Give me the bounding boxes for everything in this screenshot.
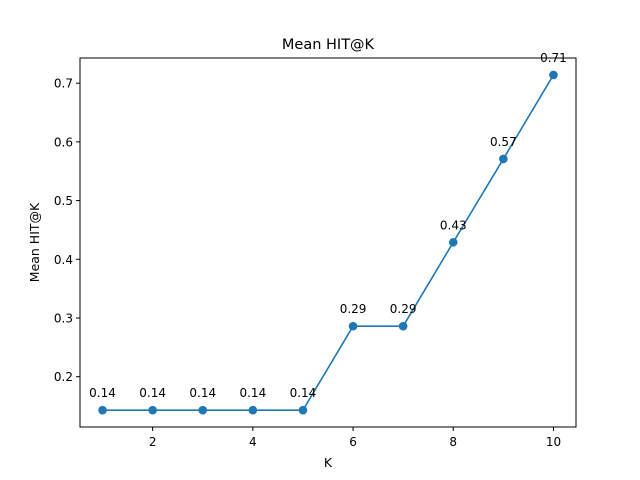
data-point	[549, 70, 558, 80]
x-tick-label: 6	[349, 435, 357, 449]
y-tick-label: 0.2	[54, 370, 73, 384]
x-tick-label: 8	[449, 435, 457, 449]
data-label: 0.14	[89, 386, 116, 400]
data-point	[148, 405, 157, 415]
data-point	[448, 237, 458, 247]
series-line	[102, 74, 555, 411]
y-tick-label: 0.3	[54, 311, 73, 325]
y-tick-label: 0.7	[54, 77, 73, 91]
x-tick-label: 4	[249, 435, 257, 449]
y-axis-label: Mean HIT@K	[27, 202, 42, 282]
chart-title: Mean HIT@K	[282, 37, 375, 53]
data-label: 0.14	[290, 386, 317, 400]
data-label: 0.29	[390, 302, 417, 316]
data-point	[499, 154, 508, 164]
data-point	[198, 405, 208, 415]
data-point	[398, 321, 408, 331]
y-tick-label: 0.4	[54, 253, 73, 267]
data-label: 0.14	[239, 386, 266, 400]
data-label: 0.14	[139, 386, 166, 400]
data-label: 0.43	[440, 218, 467, 232]
x-axis-label: K	[324, 455, 333, 470]
data-point	[248, 405, 258, 415]
data-point	[348, 321, 358, 331]
y-tick-label: 0.5	[54, 194, 73, 208]
data-label: 0.29	[340, 302, 367, 316]
x-tick-label: 2	[149, 435, 157, 449]
data-label: 0.57	[490, 135, 517, 149]
plot-frame	[79, 57, 577, 428]
data-label: 0.14	[189, 386, 216, 400]
x-tick-label: 10	[546, 435, 561, 449]
data-point	[298, 405, 308, 415]
y-tick-label: 0.6	[54, 135, 73, 149]
plot-area: 2 4 6 8 10 0.2 0.3 0.4 0.5 0.6 0.7 0.14 0.14 0.14 0.14…	[54, 51, 567, 449]
data-point	[98, 405, 107, 415]
